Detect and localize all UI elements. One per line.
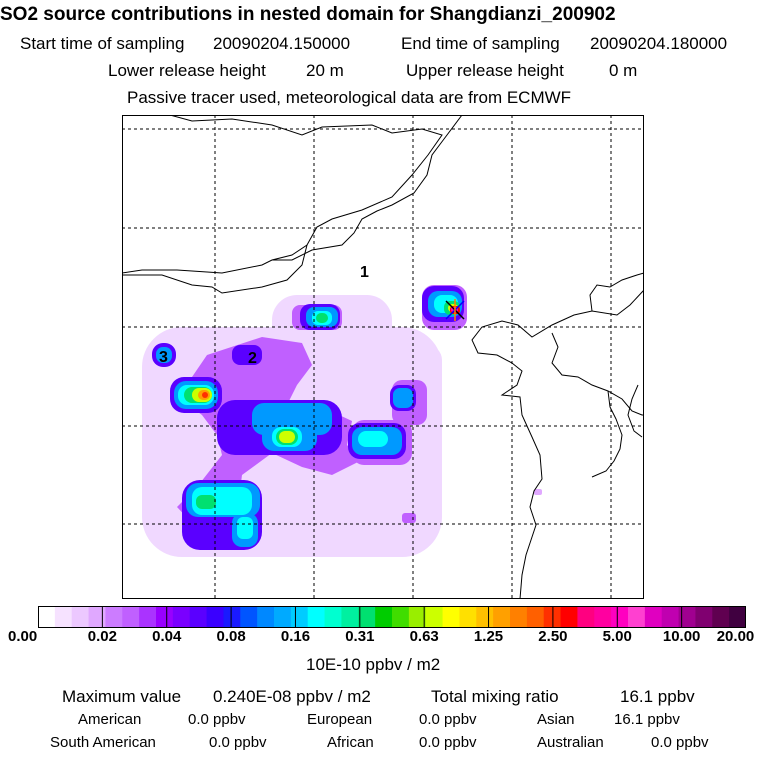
colorbar-tick: 0.16	[280, 628, 311, 645]
colorbar-cell	[324, 606, 342, 628]
colorbar-tick: 0.02	[87, 628, 117, 645]
colorbar-cell	[577, 606, 595, 628]
plume-cores	[184, 301, 460, 509]
colorbar-cell	[257, 606, 275, 628]
upper-height-label: Upper release height	[406, 61, 564, 80]
colorbar-tick: 0.04	[152, 628, 182, 645]
region-asian-value: 16.1 ppbv	[614, 711, 680, 728]
colorbar-cell	[493, 606, 511, 628]
colorbar-cell	[543, 606, 562, 628]
colorbar-cell	[442, 606, 460, 628]
colorbar-cell	[71, 606, 90, 628]
colorbar-cell	[526, 606, 545, 628]
colorbar-cell	[156, 606, 174, 628]
region-australian-name: Australian	[537, 734, 604, 751]
colorbar-tick: 0.63	[409, 628, 439, 645]
colorbar-cell	[392, 606, 410, 628]
colorbar-cell	[678, 606, 696, 628]
colorbar-cell	[560, 606, 578, 628]
region-label-2: 2	[248, 350, 257, 367]
colorbar-tick: 10.00	[662, 628, 701, 645]
region-american-name: American	[78, 711, 142, 728]
region-australian-value: 0.0 ppbv	[651, 734, 709, 751]
colorbar-cell	[88, 606, 106, 628]
colorbar-cell	[425, 606, 444, 628]
colorbar-cell	[611, 606, 629, 628]
colorbar-tick: 1.25	[473, 628, 504, 645]
end-time-label: End time of sampling	[401, 34, 560, 53]
colorbar-unit: 10E-10 ppbv / m2	[306, 655, 441, 674]
region-american-value: 0.0 ppbv	[188, 711, 246, 728]
start-time-value: 20090204.150000	[213, 34, 351, 53]
colorbar-cell	[223, 606, 241, 628]
colorbar-cell	[290, 606, 309, 628]
colorbar-cell	[139, 606, 157, 628]
colorbar-tick: 5.00	[602, 628, 632, 645]
colorbar-cell	[594, 606, 612, 628]
colorbar-cell	[695, 606, 713, 628]
map-frame	[122, 115, 644, 599]
station-marker-icon	[445, 299, 465, 321]
end-time-value: 20090204.180000	[590, 34, 728, 53]
colorbar-cell	[459, 606, 477, 628]
upper-height-value: 0 m	[609, 61, 638, 80]
colorbar-cell	[240, 606, 258, 628]
colorbar-cell	[661, 606, 680, 628]
region-asian-name: Asian	[537, 711, 575, 728]
max-value-label: Maximum value	[62, 687, 182, 706]
region-south-american-value: 0.0 ppbv	[209, 734, 267, 751]
colorbar-cell	[341, 606, 359, 628]
concentration-plumes	[142, 285, 542, 557]
colorbar-cell	[274, 606, 292, 628]
total-mixing-value: 16.1 ppbv	[620, 687, 695, 706]
colorbar-cell	[408, 606, 427, 628]
colorbar-cell	[105, 606, 123, 628]
colorbar-tick: 2.50	[538, 628, 568, 645]
colorbar-tick: 0.08	[216, 628, 246, 645]
colorbar	[38, 606, 746, 628]
colorbar-cell	[476, 606, 494, 628]
colorbar-tick: 20.00	[716, 628, 755, 645]
colorbar-cell	[644, 606, 663, 628]
colorbar-cell	[206, 606, 224, 628]
colorbar-cell	[729, 606, 746, 628]
colorbar-cell	[172, 606, 191, 628]
colorbar-cell	[189, 606, 208, 628]
region-south-american-name: South American	[50, 734, 156, 751]
colorbar-cell	[54, 606, 73, 628]
region-african-value: 0.0 ppbv	[419, 734, 477, 751]
concentration-map: 1 2 3	[122, 115, 644, 599]
lower-height-label: Lower release height	[108, 61, 266, 80]
region-european-value: 0.0 ppbv	[419, 711, 477, 728]
coastline-borders	[122, 115, 644, 599]
lower-height-value: 20 m	[306, 61, 344, 80]
start-time-label: Start time of sampling	[20, 34, 185, 53]
plume-speck	[534, 489, 542, 495]
colorbar-cell	[712, 606, 730, 628]
max-value: 0.240E-08 ppbv / m2	[213, 687, 371, 706]
region-european-name: European	[307, 711, 373, 728]
region-label-3: 3	[159, 349, 168, 366]
colorbar-tick: 0.31	[345, 628, 375, 645]
region-label-1: 1	[360, 264, 369, 281]
colorbar-cell	[628, 606, 646, 628]
total-mixing-label: Total mixing ratio	[431, 687, 559, 706]
colorbar-cell	[122, 606, 140, 628]
colorbar-tick: 0.00	[8, 628, 38, 645]
colorbar-cell	[375, 606, 393, 628]
map-title: SO2 source contributions in nested domai…	[0, 4, 616, 25]
colorbar-cell	[510, 606, 528, 628]
region-african-name: African	[327, 734, 374, 751]
lat-lon-grid	[122, 115, 644, 599]
colorbar-cell	[38, 606, 56, 628]
data-source-note: Passive tracer used, meteorological data…	[127, 88, 572, 107]
colorbar-cell	[307, 606, 326, 628]
colorbar-cell	[358, 606, 376, 628]
